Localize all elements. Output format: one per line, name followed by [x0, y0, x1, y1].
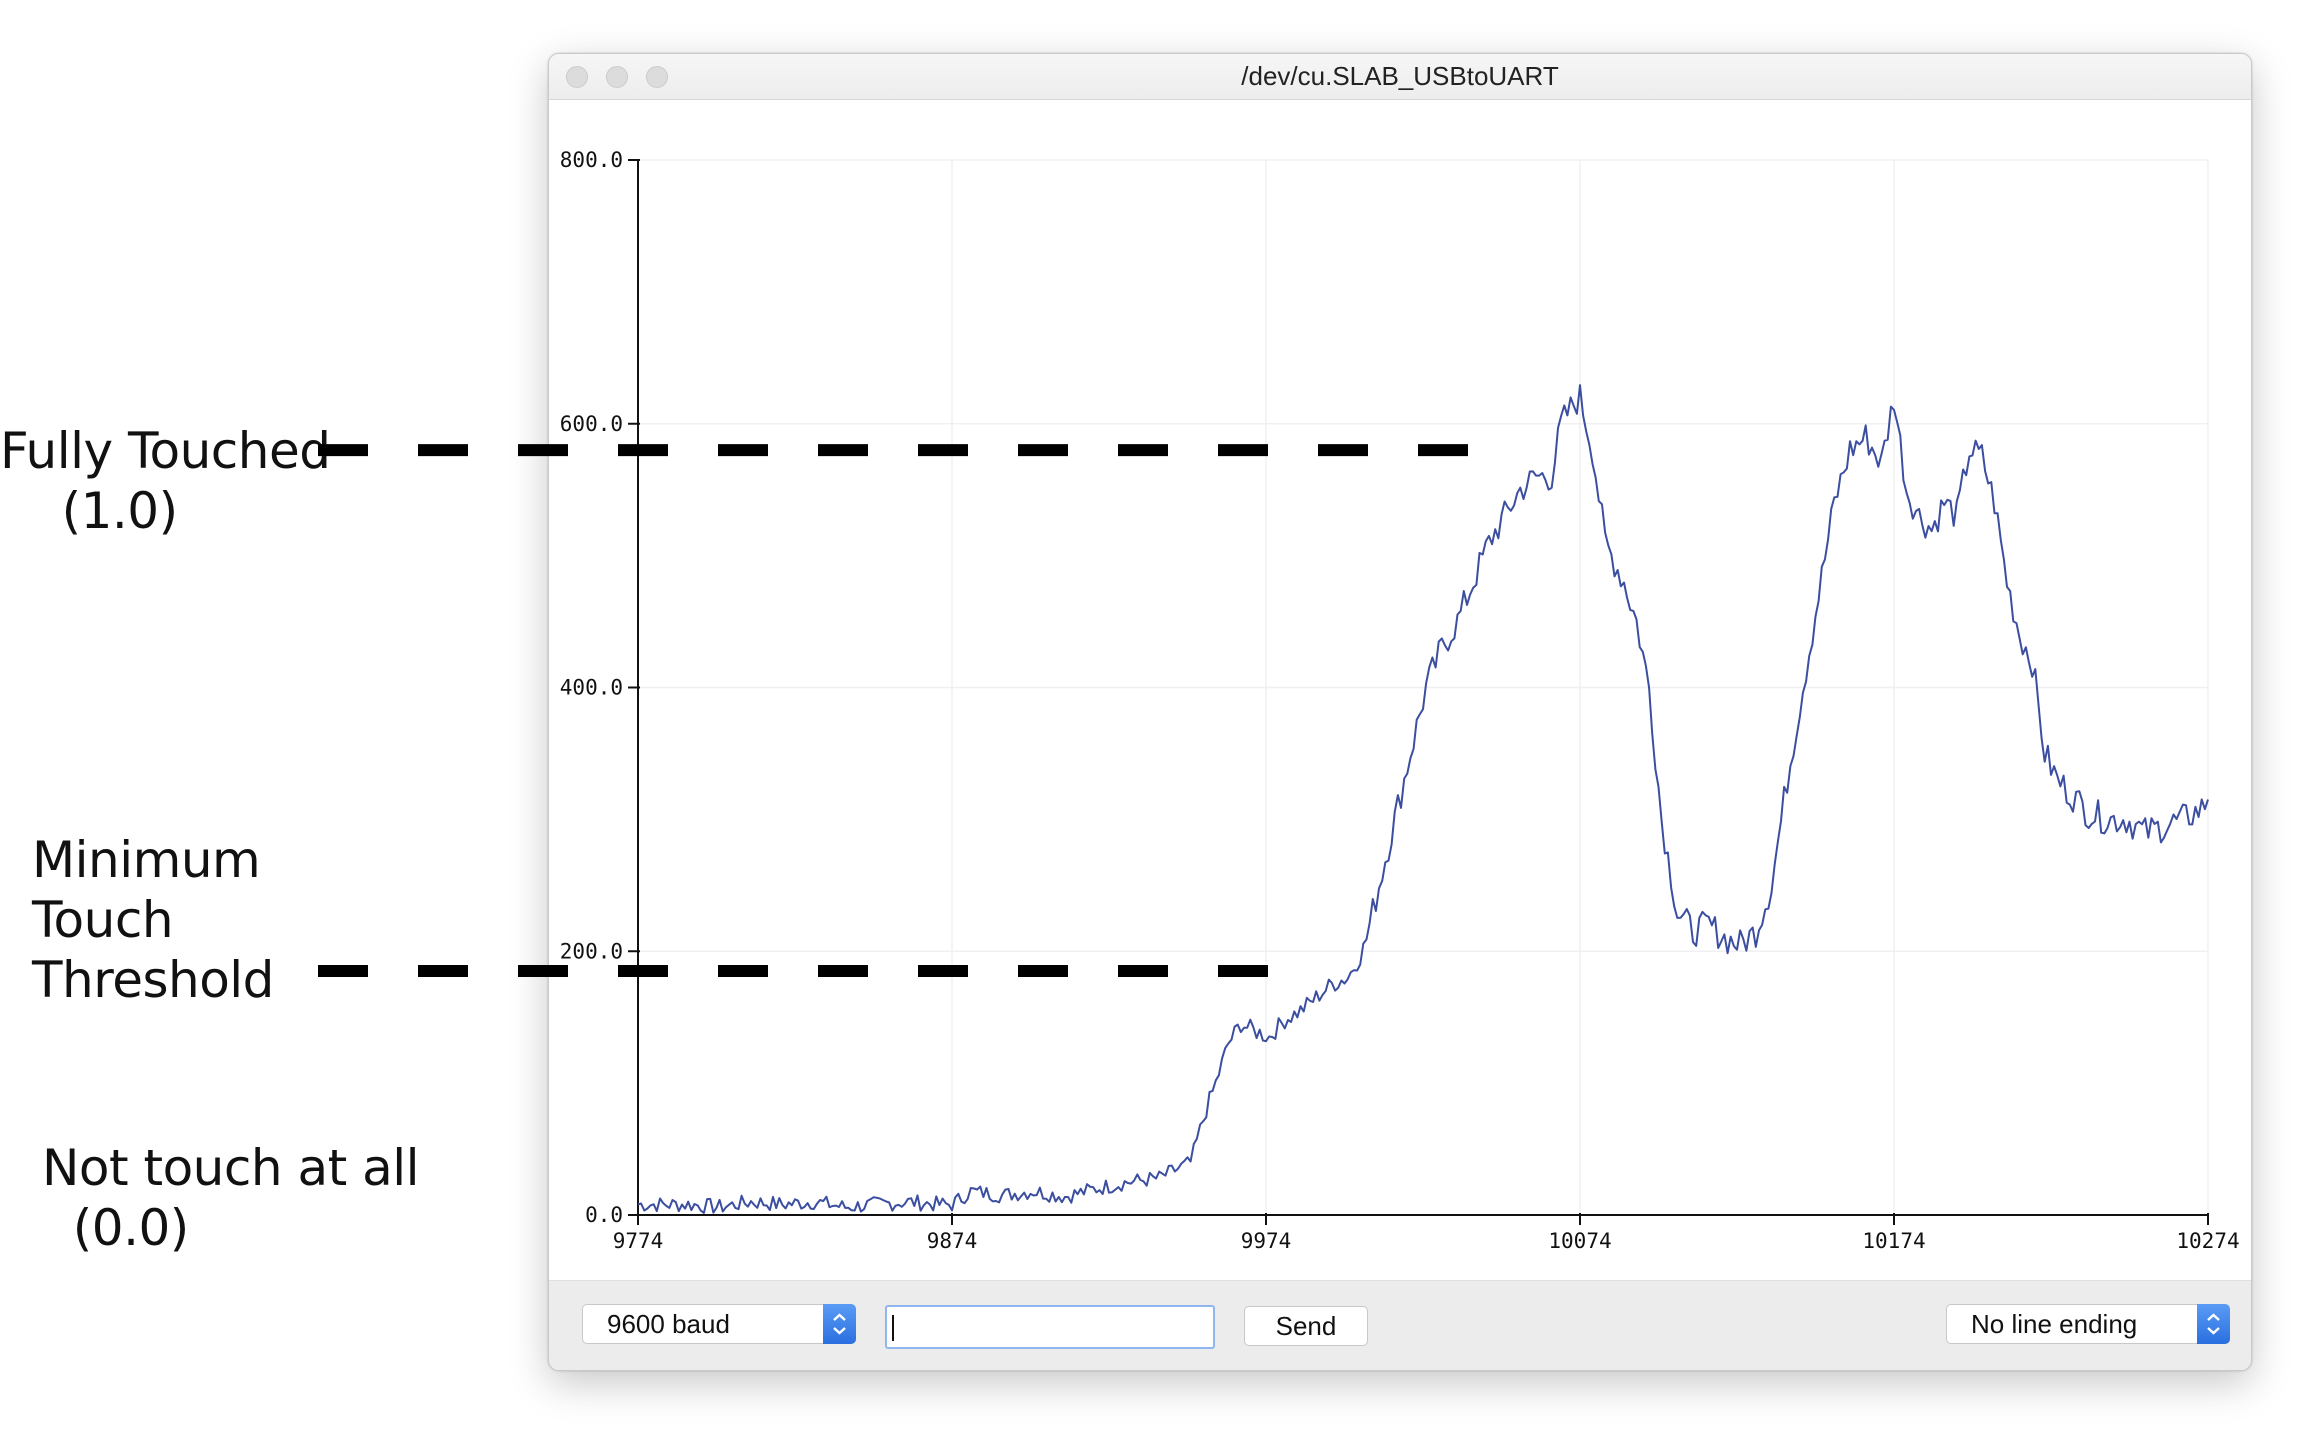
line-ending-select[interactable]: No line ending — [1946, 1304, 2230, 1344]
window-title: /dev/cu.SLAB_USBtoUART — [1241, 61, 1559, 91]
zoom-window-button[interactable] — [646, 66, 668, 88]
serial-plotter-window: /dev/cu.SLAB_USBtoUART 9600 baud Send No… — [548, 53, 2252, 1371]
y-tick-label: 400.0 — [560, 676, 623, 700]
annotation-not-touch: Not touch at all (0.0) — [42, 1139, 420, 1257]
line-ending-label: No line ending — [1971, 1309, 2138, 1339]
x-tick-label: 9874 — [927, 1229, 978, 1253]
send-button[interactable]: Send — [1244, 1306, 1368, 1346]
y-tick-label: 800.0 — [560, 148, 623, 172]
x-tick-label: 9774 — [613, 1229, 664, 1253]
y-tick-label: 600.0 — [560, 412, 623, 436]
x-tick-label: 10274 — [2176, 1229, 2239, 1253]
close-window-button[interactable] — [566, 66, 588, 88]
annotation-minimum-touch-threshold: Minimum Touch Threshold — [32, 831, 274, 1009]
series-line — [637, 384, 2209, 1214]
text-caret — [892, 1315, 894, 1341]
y-tick-label: 0.0 — [585, 1203, 623, 1227]
x-tick-label: 10074 — [1548, 1229, 1611, 1253]
serial-input-field[interactable] — [885, 1305, 1215, 1349]
chevron-updown-icon — [823, 1304, 856, 1344]
baud-rate-label: 9600 baud — [607, 1309, 730, 1339]
chevron-updown-icon — [2197, 1304, 2230, 1344]
annotation-fully-touched: Fully Touched (1.0) — [0, 422, 331, 540]
x-tick-label: 10174 — [1862, 1229, 1925, 1253]
minimize-window-button[interactable] — [606, 66, 628, 88]
y-tick-label: 200.0 — [560, 939, 623, 963]
x-tick-label: 9974 — [1241, 1229, 1292, 1253]
bottom-toolbar: 9600 baud Send No line ending — [549, 1280, 2251, 1370]
baud-rate-select[interactable]: 9600 baud — [582, 1304, 856, 1344]
title-bar[interactable]: /dev/cu.SLAB_USBtoUART — [549, 54, 2251, 100]
